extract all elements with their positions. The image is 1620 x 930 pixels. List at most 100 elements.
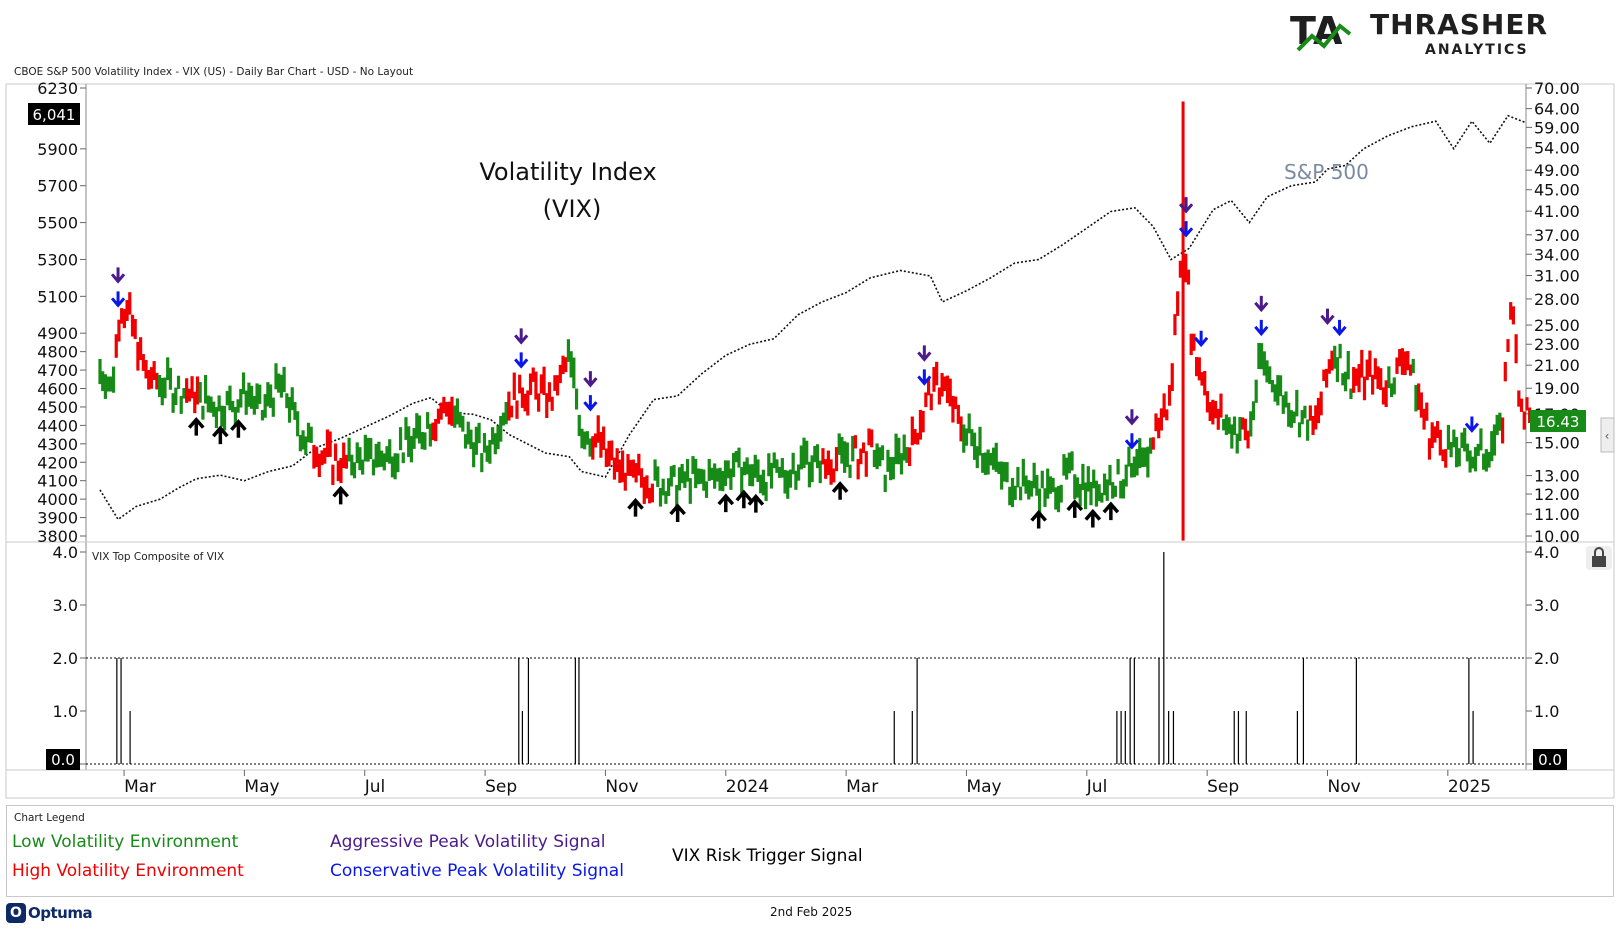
left-tick-label: 5300 <box>37 250 78 269</box>
legend-conservative: Conservative Peak Volatility Signal <box>330 861 624 881</box>
left-tick-label: 4000 <box>37 490 78 509</box>
trigger-signal-arrow <box>212 425 229 445</box>
right-tick-label: 10.00 <box>1534 527 1580 546</box>
conservative-signal-arrow <box>110 291 126 308</box>
composite-right-tick-label: 1.0 <box>1534 702 1559 721</box>
chart-subtitle: (VIX) <box>543 195 602 223</box>
composite-title: VIX Top Composite of VIX <box>92 551 224 563</box>
aggressive-signal-arrow <box>514 328 529 345</box>
left-tick-label: 3800 <box>37 527 78 546</box>
left-tick-label: 5100 <box>37 287 78 306</box>
right-tick-label: 45.00 <box>1534 181 1580 200</box>
left-tick-label: 4800 <box>37 343 78 362</box>
right-tick-label: 25.00 <box>1534 316 1580 335</box>
composite-current-badge-left <box>46 749 80 770</box>
right-tick-label: 59.00 <box>1534 118 1580 137</box>
chart-area[interactable]: 6230 5900 5700 5500 5300 5100 4900480047004600… <box>0 0 1620 800</box>
conservative-signal-arrow <box>1254 319 1269 337</box>
aggressive-signal-arrow <box>1254 295 1269 313</box>
x-tick-label: Sep <box>1207 777 1239 797</box>
conservative-signal-arrow <box>1464 416 1480 433</box>
x-tick-label: 2024 <box>726 777 769 797</box>
thrasher-analytics-logo: TA THRASHER ANALYTICS <box>1290 8 1570 58</box>
logo-name: THRASHER <box>1370 8 1548 41</box>
lock-icon[interactable] <box>1586 546 1612 570</box>
right-tick-label: 37.00 <box>1534 226 1580 245</box>
aggressive-signal-arrow <box>1320 308 1335 325</box>
legend-title: Chart Legend <box>14 812 85 824</box>
conservative-signal-arrow <box>917 369 932 386</box>
optuma-label: Optuma <box>28 904 93 922</box>
conservative-signal-arrow <box>1332 319 1347 337</box>
aggressive-signal-arrow <box>1124 409 1140 426</box>
left-tick-label: 4200 <box>37 453 78 472</box>
composite-right-tick-label: 2.0 <box>1534 649 1559 668</box>
x-tick-label: Jul <box>1086 777 1108 797</box>
left-axis-ticks: 6230 5900 5700 5500 5300 5100 4900480047004600… <box>37 79 86 765</box>
trigger-signal-arrow <box>747 493 765 513</box>
panel-collapse-handle[interactable] <box>1600 417 1615 453</box>
conservative-signal-arrow <box>1193 330 1209 348</box>
signal-arrows <box>110 197 1480 529</box>
right-tick-label: 28.00 <box>1534 290 1580 309</box>
trigger-signal-arrow <box>1102 501 1120 521</box>
left-tick-label: 3900 <box>37 509 78 528</box>
composite-left-tick-label: 3.0 <box>53 596 78 615</box>
right-tick-label: 70.00 <box>1534 79 1580 98</box>
composite-panel <box>86 552 1526 765</box>
composite-left-tick-label: 2.0 <box>53 649 78 668</box>
conservative-signal-arrow <box>1124 433 1140 450</box>
optuma-logo: O Optuma <box>6 900 93 926</box>
legend-aggressive: Aggressive Peak Volatility Signal <box>330 832 606 852</box>
conservative-signal-arrow <box>583 395 598 412</box>
composite-left-tick-label: 4.0 <box>53 543 78 562</box>
right-tick-label: 64.00 <box>1534 100 1580 119</box>
logo-graphic: TA THRASHER ANALYTICS <box>1290 8 1548 58</box>
x-tick-label: Nov <box>605 777 638 797</box>
footer-date: 2nd Feb 2025 <box>770 905 853 919</box>
x-tick-label: May <box>966 777 1001 797</box>
left-tick-label: 6230 <box>37 79 78 98</box>
x-tick-label: Jul <box>364 777 386 797</box>
aggressive-signal-arrow <box>917 345 932 362</box>
trigger-signal-arrow <box>1084 508 1102 528</box>
vix-current-badge <box>1530 410 1586 432</box>
right-tick-label: 15.00 <box>1534 434 1580 453</box>
trigger-signal-arrow <box>717 493 735 513</box>
trigger-signal-arrow <box>1066 499 1084 518</box>
logo-sub: ANALYTICS <box>1425 42 1529 58</box>
x-tick-label: 2025 <box>1448 777 1491 797</box>
legend-high-vol: High Volatility Environment <box>12 861 244 881</box>
trigger-signal-arrow <box>735 489 753 509</box>
left-tick-label: 4900 <box>37 324 78 343</box>
composite-right-tick-label: 4.0 <box>1534 543 1559 562</box>
conservative-signal-arrow <box>1178 221 1194 238</box>
right-tick-label: 19.00 <box>1534 379 1580 398</box>
trigger-signal-arrow <box>831 481 849 500</box>
aggressive-signal-arrow <box>1178 197 1194 214</box>
composite-left-tick-label: 1.0 <box>53 702 78 721</box>
left-tick-label: 4300 <box>37 435 78 454</box>
x-tick-label: Nov <box>1327 777 1360 797</box>
logo-trend-mark <box>1296 23 1352 52</box>
right-tick-label: 41.00 <box>1534 202 1580 221</box>
chart-frame <box>5 83 1615 799</box>
composite-current-badge-right <box>1533 749 1567 770</box>
spx-current-value: 6,041 <box>33 106 76 124</box>
composite-right-tick-label: 3.0 <box>1534 596 1559 615</box>
chevron-left-icon[interactable]: ‹ <box>1605 429 1610 443</box>
x-axis-ticks: Mar May Jul Sep Nov 2024 Mar May Jul Sep Nov 2025 <box>123 770 1491 797</box>
aggressive-signal-arrow <box>583 371 598 388</box>
right-tick-label: 13.00 <box>1534 467 1580 486</box>
trigger-signal-arrow <box>1030 509 1047 529</box>
right-tick-label: 34.00 <box>1534 245 1580 264</box>
left-tick-label: 5500 <box>37 214 78 233</box>
right-tick-label: 12.00 <box>1534 485 1580 504</box>
left-tick-label: 4500 <box>37 398 78 417</box>
trigger-signal-arrow <box>627 497 644 517</box>
left-tick-label: 4700 <box>37 361 78 380</box>
legend-trigger: VIX Risk Trigger Signal <box>672 846 863 866</box>
right-tick-label: 11.00 <box>1534 505 1580 524</box>
left-tick-label: 5700 <box>37 177 78 196</box>
